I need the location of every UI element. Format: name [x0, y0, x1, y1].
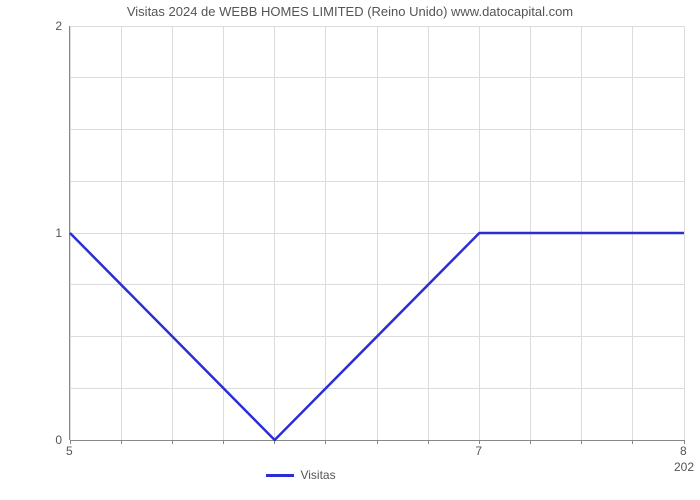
legend-label: Visitas: [300, 468, 335, 482]
legend-swatch: [266, 474, 294, 477]
series-line: [70, 26, 684, 440]
plot-area: [70, 26, 684, 440]
legend: Visitas: [266, 468, 335, 482]
x-tick-label: 5: [66, 444, 73, 458]
x-minor-tick: [428, 440, 429, 444]
x-minor-tick: [581, 440, 582, 444]
x-minor-tick: [325, 440, 326, 444]
x-minor-tick: [223, 440, 224, 444]
y-tick-label: 1: [55, 226, 62, 240]
y-tick-label: 0: [55, 433, 62, 447]
x-tick-label: 7: [475, 444, 482, 458]
bottom-right-label: 202: [674, 460, 694, 474]
x-minor-tick: [121, 440, 122, 444]
chart-container: { "chart": { "type": "line", "title": "V…: [0, 0, 700, 500]
x-minor-tick: [632, 440, 633, 444]
x-minor-tick: [530, 440, 531, 444]
x-minor-tick: [377, 440, 378, 444]
x-tick-label: 8: [680, 444, 687, 458]
chart-title: Visitas 2024 de WEBB HOMES LIMITED (Rein…: [0, 4, 700, 19]
x-minor-tick: [172, 440, 173, 444]
y-tick-label: 2: [55, 19, 62, 33]
